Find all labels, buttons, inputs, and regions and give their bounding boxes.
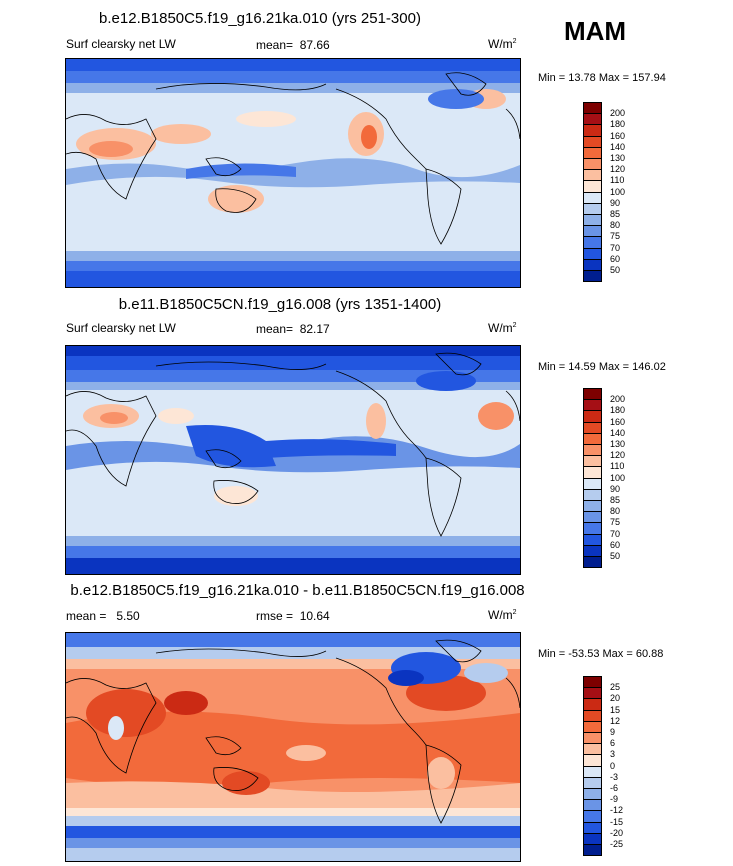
panel-2-title: b.e11.B1850C5CN.f19_g16.008 (yrs 1351-14… [118,296,442,313]
colorbar-label: 50 [610,265,621,275]
colorbar-label: 20 [610,693,621,704]
colorbar-label: 160 [610,416,626,427]
panel-1-units: W/m2 [488,37,517,51]
colorbar-label: 12 [610,715,621,726]
colorbar-label: 70 [610,242,621,253]
panel-3-mean-value: 5.50 [116,609,140,623]
colorbar-label: 200 [610,394,626,405]
colorbar-label: 90 [610,483,621,494]
panel-3-rmse: rmse = 10.64 [256,609,330,623]
panel-2-variable: Surf clearsky net LW [66,321,176,335]
panel-2-units: W/m2 [488,321,517,335]
panel-1-title: b.e12.B1850C5.f19_g16.21ka.010 (yrs 251-… [99,10,421,27]
panel-2-mean-label: mean= [256,322,294,336]
panel-3-map [65,632,521,862]
colorbar-label: 130 [610,439,626,449]
colorbar-label: 75 [610,517,621,528]
colorbar-label: -15 [610,816,624,827]
panel-1-mean-value: 87.66 [299,38,330,52]
colorbar-label: 110 [610,175,625,186]
panel-2-units-exp: 2 [512,322,517,329]
panel-3-rmse-label: rmse = [256,609,294,623]
panel-1-mean-label: mean= [256,38,294,52]
colorbar-label: 180 [610,119,626,130]
panel-1-mean: mean= 87.66 [256,38,330,52]
panel-2-units-base: W/m [488,321,513,335]
panel-2-map [65,345,521,575]
colorbar-label: -9 [610,794,619,805]
colorbar-label: 160 [610,130,626,141]
colorbar-label: 25 [610,682,621,693]
colorbar-label: 140 [610,141,626,152]
colorbar-label: 75 [610,231,621,242]
colorbar-label: -6 [610,783,619,793]
colorbar-label: -12 [610,805,624,816]
colorbar-label: 180 [610,405,626,416]
panel-3-minmax: Min = -53.53 Max = 60.88 [538,648,664,660]
panel-3-units-base: W/m [488,608,513,622]
colorbar-label: 80 [610,506,621,517]
colorbar-label: 85 [610,495,621,505]
panel-3-rmse-value: 10.64 [299,609,330,623]
colorbar-swatch [583,844,602,857]
colorbar-label: -25 [610,839,624,849]
colorbar-label: 120 [610,164,626,175]
panel-3-mean-label: mean = [66,609,107,623]
panel-1-variable: Surf clearsky net LW [66,37,176,51]
colorbar-label: 90 [610,197,621,208]
panel-1-minmax: Min = 13.78 Max = 157.94 [538,72,666,84]
colorbar-label: 80 [610,220,621,231]
colorbar-swatch [583,270,602,283]
colorbar-swatch [583,556,602,569]
panel-2-mean-value: 82.17 [299,322,330,336]
panel-1-units-base: W/m [488,37,513,51]
colorbar-label: -20 [610,827,624,838]
colorbar-label: 110 [610,461,625,472]
panel-1-units-exp: 2 [512,38,517,45]
colorbar-label: 100 [610,186,626,197]
panel-2-mean: mean= 82.17 [256,322,330,336]
colorbar-label: 130 [610,153,626,163]
colorbar-label: 140 [610,427,626,438]
colorbar-label: 15 [610,704,621,715]
colorbar-label: 120 [610,450,626,461]
panel-3-units: W/m2 [488,608,517,622]
colorbar-label: -3 [610,771,619,782]
colorbar-label: 3 [610,749,616,760]
panel-2-minmax: Min = 14.59 Max = 146.02 [538,361,666,373]
colorbar-label: 100 [610,472,626,483]
colorbar-label: 60 [610,539,621,550]
season-label: MAM [564,16,627,46]
panel-1-map [65,58,521,288]
colorbar-label: 9 [610,727,616,737]
colorbar-label: 70 [610,528,621,539]
colorbar-label: 60 [610,253,621,264]
panel-3-units-exp: 2 [512,609,517,616]
panel-3-title: b.e12.B1850C5.f19_g16.21ka.010 - b.e11.B… [70,582,525,599]
panel-3-mean: mean = 5.50 [66,609,140,623]
colorbar-label: 0 [610,760,616,771]
colorbar-label: 200 [610,108,626,119]
colorbar-label: 6 [610,738,616,749]
colorbar-label: 50 [610,551,621,561]
colorbar-label: 85 [610,209,621,219]
